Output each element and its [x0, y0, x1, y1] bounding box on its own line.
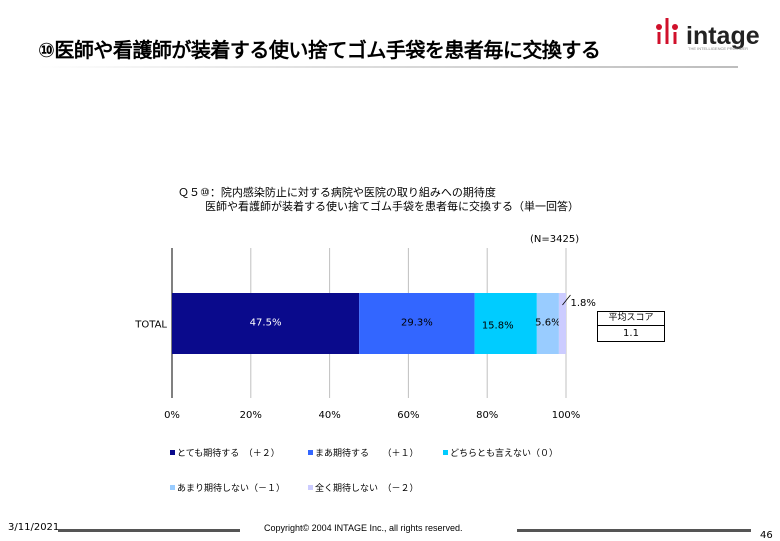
sample-size-label: (N=3425)	[530, 234, 580, 245]
legend-label: とても期待する （＋２）	[177, 449, 280, 459]
data-label: 1.8%	[570, 298, 595, 309]
data-label-leader	[562, 294, 571, 306]
legend-item: あまり期待しない（－１）	[170, 481, 285, 494]
bar-segment	[558, 293, 566, 354]
footer-copyright: Copyright© 2004 INTAGE Inc., all rights …	[264, 523, 463, 533]
average-score-value: 1.1	[623, 328, 639, 339]
intage-logo: intage THE INTELLIGENCE PROVIDER	[650, 14, 775, 54]
data-label: 47.5%	[250, 318, 282, 329]
legend-label: まあ期待する （＋１）	[315, 449, 419, 459]
slide-title: ⑩医師や看護師が装着する使い捨てゴム手袋を患者毎に交換する	[38, 38, 601, 62]
chart-title: Ｑ５⑩：院内感染防止に対する病院や医院の取り組みへの期待度	[178, 186, 496, 199]
category-label: TOTAL	[134, 320, 167, 331]
average-score-box: 平均スコア 1.1	[597, 311, 665, 342]
legend-swatch	[170, 485, 175, 490]
title-underline	[38, 66, 738, 68]
brand-name: intage	[686, 22, 760, 50]
legend-swatch	[443, 450, 448, 455]
x-tick-label: 80%	[476, 410, 498, 421]
brand-tagline: THE INTELLIGENCE PROVIDER	[688, 46, 749, 51]
x-tick-label: 0%	[164, 410, 180, 421]
intage-logo-mark-icon	[656, 18, 678, 44]
legend-swatch	[170, 450, 175, 455]
bar-segment	[474, 293, 537, 354]
legend-label: 全く期待しない （－２）	[315, 484, 419, 494]
bar-segment	[536, 293, 559, 354]
bar-segment	[359, 293, 475, 354]
data-label: 5.6%	[535, 318, 560, 329]
footer-rule-right	[517, 529, 751, 532]
footer-date: 3/11/2021	[8, 522, 60, 533]
footer-rule-left	[58, 529, 240, 532]
chart-subtitle: 医師や看護師が装着する使い捨てゴム手袋を患者毎に交換する（単一回答）	[205, 200, 579, 213]
page-number: 46	[760, 530, 773, 541]
legend-item: どちらとも言えない（０）	[443, 446, 558, 459]
legend-label: どちらとも言えない（０）	[450, 449, 559, 459]
legend-item: とても期待する （＋２）	[170, 446, 280, 459]
bar-segment	[172, 293, 360, 354]
legend-swatch	[308, 450, 313, 455]
data-label: 29.3%	[401, 318, 433, 329]
legend-swatch	[308, 485, 313, 490]
average-score-header: 平均スコア	[598, 312, 664, 326]
legend-item: 全く期待しない （－２）	[308, 481, 419, 494]
x-tick-label: 40%	[318, 410, 340, 421]
legend-label: あまり期待しない（－１）	[177, 484, 286, 494]
legend-item: まあ期待する （＋１）	[308, 446, 419, 459]
x-tick-label: 100%	[552, 410, 581, 421]
x-tick-label: 60%	[397, 410, 419, 421]
x-tick-label: 20%	[240, 410, 262, 421]
data-label: 15.8%	[482, 321, 514, 332]
